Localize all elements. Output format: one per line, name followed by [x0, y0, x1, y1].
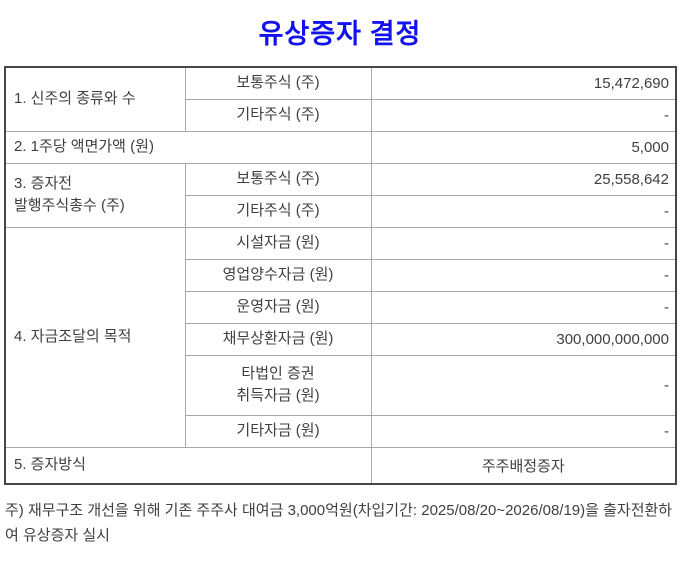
section4-item-acquisition-name: 영업양수자금 (원)	[184, 258, 372, 292]
section1-item-other-name: 기타주식 (주)	[184, 98, 372, 132]
capital-increase-table: 1. 신주의 종류와 수 보통주식 (주) 15,472,690 기타주식 (주…	[4, 66, 677, 485]
table-row: 영업양수자금 (원) -	[5, 258, 677, 292]
section4-item-facility-name: 시설자금 (원)	[184, 226, 372, 260]
section3-item-other-name: 기타주식 (주)	[184, 194, 372, 228]
section1-item-common-value: 15,472,690	[370, 66, 677, 100]
table-row: 타법인 증권 취득자금 (원) -	[5, 354, 677, 416]
section1-label: 1. 신주의 종류와 수	[4, 66, 186, 132]
table-row: 5. 증자방식 주주배정증자	[4, 446, 677, 485]
section4-item-debt-name: 채무상환자금 (원)	[184, 322, 372, 356]
section2-value: 5,000	[370, 130, 677, 164]
table-row: 3. 증자전 발행주식총수 (주) 보통주식 (주) 25,558,642	[4, 162, 677, 228]
table-row: 4. 자금조달의 목적 시설자금 (원) -	[4, 226, 677, 448]
section2-label: 2. 1주당 액면가액 (원)	[4, 130, 372, 164]
section5-label: 5. 증자방식	[4, 446, 372, 485]
table-row: 기타주식 (주) -	[5, 98, 677, 132]
section4-item-securities-value: -	[370, 354, 677, 416]
section1-item-common-name: 보통주식 (주)	[184, 66, 372, 100]
table-row: 채무상환자금 (원) 300,000,000,000	[5, 322, 677, 356]
section4-item-acquisition-value: -	[370, 258, 677, 292]
section3-item-common-value: 25,558,642	[370, 162, 677, 196]
table-row: 1. 신주의 종류와 수 보통주식 (주) 15,472,690	[4, 66, 677, 132]
section4-item-other-name: 기타자금 (원)	[184, 414, 372, 448]
page-title: 유상증자 결정	[258, 19, 422, 49]
section4-item-securities-name: 타법인 증권 취득자금 (원)	[184, 354, 372, 416]
section4-item-operating-name: 운영자금 (원)	[184, 290, 372, 324]
section4-item-other-value: -	[370, 414, 677, 448]
footnote: 주) 재무구조 개선을 위해 기존 주주사 대여금 3,000억원(차입기간: …	[5, 502, 673, 544]
table-row: 2. 1주당 액면가액 (원) 5,000	[4, 130, 677, 164]
table-row: 기타주식 (주) -	[5, 194, 677, 228]
section4-item-facility-value: -	[370, 226, 677, 260]
section4-label: 4. 자금조달의 목적	[4, 226, 186, 448]
section5-value: 주주배정증자	[370, 446, 677, 485]
table-row: 기타자금 (원) -	[5, 414, 677, 448]
section4-item-debt-value: 300,000,000,000	[370, 322, 677, 356]
section4-item-operating-value: -	[370, 290, 677, 324]
section3-label: 3. 증자전 발행주식총수 (주)	[4, 162, 186, 228]
section3-item-common-name: 보통주식 (주)	[184, 162, 372, 196]
section1-item-other-value: -	[370, 98, 677, 132]
section3-item-other-value: -	[370, 194, 677, 228]
